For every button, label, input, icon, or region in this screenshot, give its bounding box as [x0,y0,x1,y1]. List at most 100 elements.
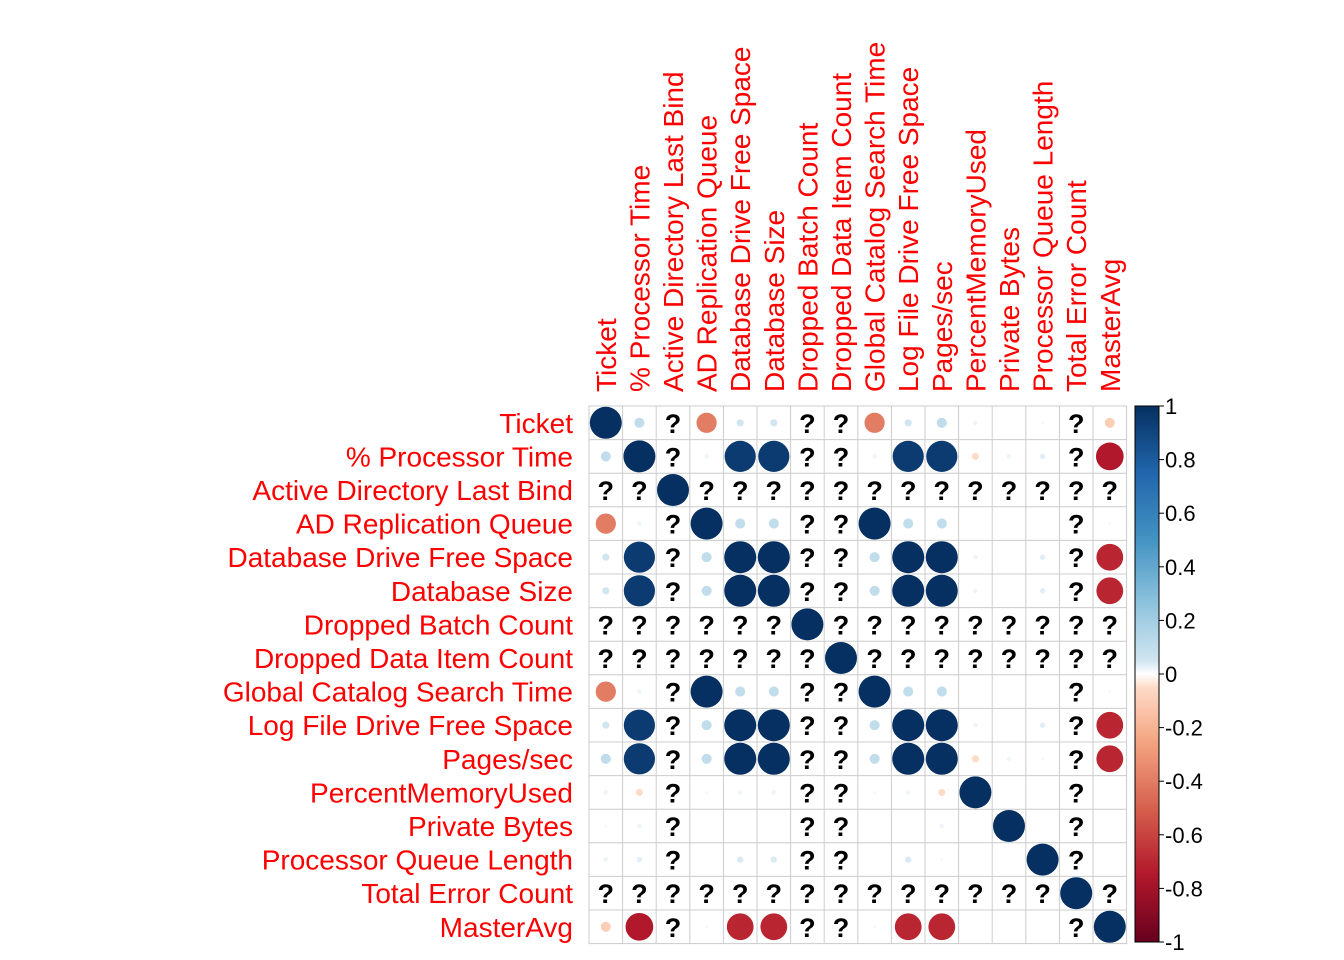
column-label-percentmemoryused: PercentMemoryUsed [960,129,991,392]
missing-value-mark: ? [833,678,850,708]
row-label-percentmemoryused: PercentMemoryUsed [310,777,573,808]
missing-value-mark: ? [766,879,783,909]
correlation-circle [623,709,655,741]
missing-value-mark: ? [665,543,682,573]
correlation-circle [634,417,645,428]
colorbar-tick-label: 0 [1165,662,1177,687]
missing-value-mark: ? [799,510,816,540]
correlation-circle [768,518,779,529]
correlation-circle [623,575,655,607]
correlation-circle [939,823,945,829]
missing-value-mark: ? [1068,510,1085,540]
correlation-circle [600,921,611,932]
missing-value-mark: ? [1068,913,1085,943]
correlation-circle [873,925,877,929]
correlation-circle [936,518,947,529]
correlation-circle [690,675,723,708]
column-label-total-error-count: Total Error Count [1061,180,1092,392]
correlation-circle [625,912,654,941]
missing-value-mark: ? [967,879,984,909]
missing-value-mark: ? [1068,812,1085,842]
correlation-circle [925,574,958,607]
column-label-ad-replication-queue: AD Replication Queue [692,115,723,392]
correlation-circle [770,856,777,863]
correlation-circle [1041,757,1045,761]
missing-value-mark: ? [900,644,917,674]
missing-value-mark: ? [598,879,615,909]
correlation-circle [600,451,611,462]
missing-value-mark: ? [900,476,917,506]
correlation-circle [905,856,912,863]
correlation-circle [602,721,610,729]
colorbar-tick-label: -1 [1165,930,1185,955]
correlation-circle [705,925,709,929]
missing-value-mark: ? [1068,476,1085,506]
colorbar-tick-label: 0.2 [1165,608,1196,633]
correlation-circle [704,454,709,459]
missing-value-mark: ? [1068,409,1085,439]
missing-value-mark: ? [799,778,816,808]
correlation-circle [760,913,788,941]
missing-value-mark: ? [698,476,715,506]
missing-value-mark: ? [732,476,749,506]
correlation-circle [701,585,712,596]
missing-value-mark: ? [799,577,816,607]
row-label-active-directory-last-bind: Active Directory Last Bind [252,475,573,506]
correlation-circle [589,406,622,439]
correlation-circle [696,412,717,433]
column-label-dropped-data-item-count: Dropped Data Item Count [826,73,857,392]
row-label-private-bytes: Private Bytes [408,811,573,842]
correlation-circle [1039,722,1046,728]
correlation-circle [1108,522,1112,526]
missing-value-mark: ? [934,610,951,640]
correlation-circle [724,541,757,574]
missing-value-mark: ? [665,442,682,472]
missing-value-mark: ? [1034,476,1051,506]
correlation-circle [737,856,744,863]
correlation-circle [705,790,709,795]
correlation-circle [1096,543,1124,571]
column-label-database-drive-free-space: Database Drive Free Space [725,46,756,392]
correlation-circle [735,518,746,529]
missing-value-mark: ? [833,409,850,439]
correlation-circle [604,824,608,828]
correlation-circle [735,686,746,697]
row-label-masteravg: MasterAvg [440,912,573,943]
row-label-database-size: Database Size [391,576,573,607]
missing-value-mark: ? [1034,879,1051,909]
correlation-circle [993,810,1025,842]
missing-value-mark: ? [799,543,816,573]
missing-value-mark: ? [665,711,682,741]
correlation-circle [726,913,754,941]
missing-value-mark: ? [934,879,951,909]
missing-value-mark: ? [665,644,682,674]
missing-value-mark: ? [900,879,917,909]
row-label-total-error-count: Total Error Count [361,878,573,909]
row-label-ticket: Ticket [499,408,573,439]
correlation-circle [973,588,978,594]
missing-value-mark: ? [833,745,850,775]
missing-value-mark: ? [598,644,615,674]
missing-value-mark: ? [1068,711,1085,741]
correlation-circle [928,913,956,941]
correlation-circle [925,742,958,775]
correlation-circle [657,474,689,506]
correlation-circle [736,419,744,427]
correlation-circle [724,709,757,742]
missing-value-mark: ? [631,644,648,674]
missing-value-mark: ? [967,476,984,506]
missing-value-mark: ? [1001,644,1018,674]
colorbar-tick-label: -0.2 [1165,716,1203,741]
row-label-pct-processor-time: % Processor Time [346,441,573,472]
correlation-circle [894,913,922,941]
missing-value-mark: ? [732,644,749,674]
missing-value-mark: ? [799,476,816,506]
correlation-circle [757,574,790,607]
correlation-circle [1096,577,1124,605]
correlation-circle [936,686,947,697]
missing-value-mark: ? [631,879,648,909]
correlation-circle [973,554,978,560]
correlation-circle [791,608,824,641]
missing-value-mark: ? [665,778,682,808]
correlation-circle [892,574,925,607]
